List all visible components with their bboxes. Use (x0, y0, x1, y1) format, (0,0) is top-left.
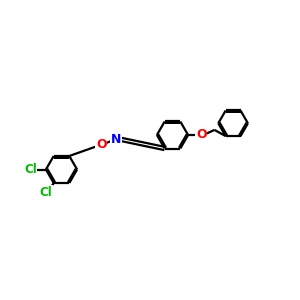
Text: N: N (111, 133, 121, 146)
Text: O: O (96, 138, 107, 151)
Text: Cl: Cl (39, 185, 52, 199)
Text: Cl: Cl (24, 163, 37, 176)
Text: O: O (196, 128, 207, 142)
